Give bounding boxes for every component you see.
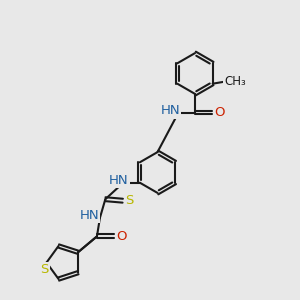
Text: O: O <box>116 230 127 243</box>
Text: S: S <box>40 262 49 276</box>
Text: HN: HN <box>80 209 99 222</box>
Text: O: O <box>214 106 225 119</box>
Text: CH₃: CH₃ <box>224 75 246 88</box>
Text: HN: HN <box>109 174 129 187</box>
Text: HN: HN <box>160 104 180 118</box>
Text: S: S <box>125 194 134 207</box>
